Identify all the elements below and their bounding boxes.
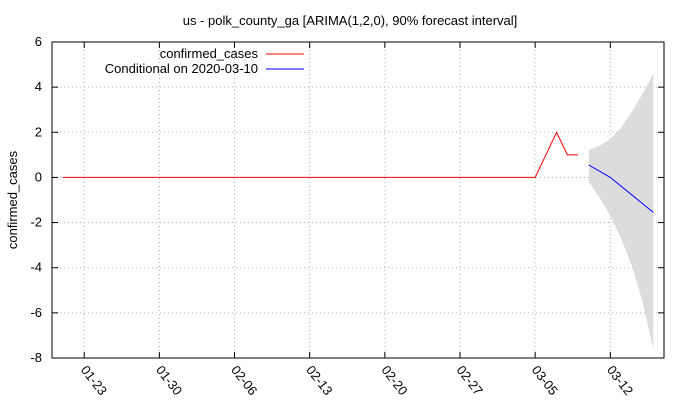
y-tick-label: 0 xyxy=(35,169,42,184)
x-tick-label: 02-20 xyxy=(378,363,410,398)
series-group xyxy=(62,131,654,213)
y-tick-label: -6 xyxy=(30,305,42,320)
series-line-forecast xyxy=(588,164,654,213)
chart-title: us - polk_county_ga [ARIMA(1,2,0), 90% f… xyxy=(183,13,518,28)
x-tick-label: 01-30 xyxy=(153,363,185,398)
y-axis-label: confirmed_cases xyxy=(5,150,20,249)
forecast-interval-band-group xyxy=(588,73,654,349)
legend-label: confirmed_cases xyxy=(160,46,259,61)
y-tick-label: 4 xyxy=(35,79,42,94)
x-axis-ticks: 01-23 01-30 02-06 02-13 02-20 02-27 03-05 03-12 xyxy=(78,42,636,398)
x-tick-label: 03-05 xyxy=(529,363,561,398)
legend-label: Conditional on 2020-03-10 xyxy=(105,61,258,76)
x-tick-label: 03-12 xyxy=(604,363,636,398)
y-tick-label: -2 xyxy=(30,215,42,230)
y-tick-label: 6 xyxy=(35,34,42,49)
x-tick-label: 02-13 xyxy=(303,363,335,398)
forecast-interval-band xyxy=(588,73,654,349)
x-tick-label: 02-06 xyxy=(228,363,260,398)
grid xyxy=(52,42,664,358)
plot-frame xyxy=(51,41,665,359)
series-line-confirmed-cases xyxy=(62,131,579,178)
y-axis-ticks: -8 -6 -4 -2 0 2 4 6 xyxy=(30,34,664,365)
x-tick-label: 01-23 xyxy=(78,363,110,398)
y-tick-label: -4 xyxy=(30,260,42,275)
x-tick-label: 02-27 xyxy=(454,363,486,398)
y-tick-label: -8 xyxy=(30,350,42,365)
y-tick-label: 2 xyxy=(35,124,42,139)
